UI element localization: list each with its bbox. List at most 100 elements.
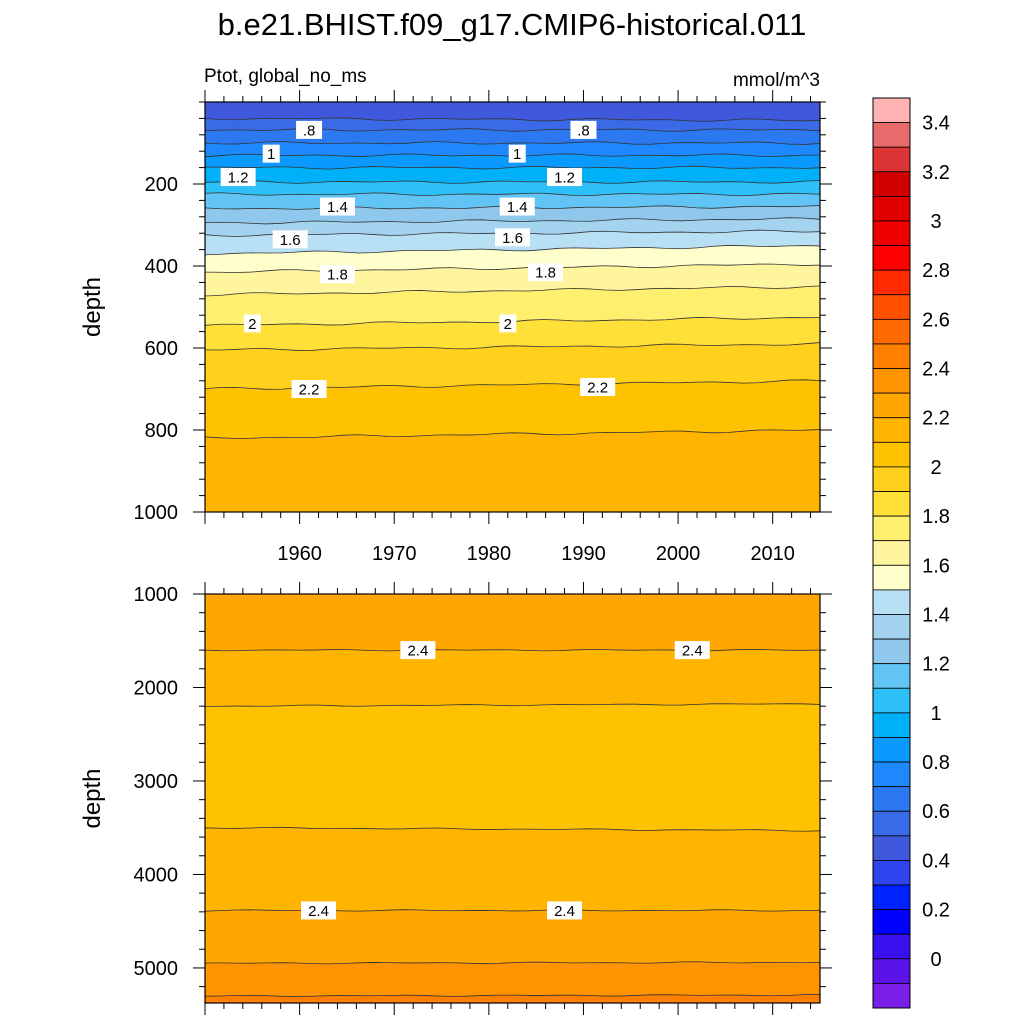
contour-band bbox=[205, 961, 820, 997]
contour-band bbox=[205, 827, 820, 912]
contour-band bbox=[205, 117, 820, 132]
contour-band bbox=[205, 429, 820, 512]
colorbar-label: 1.2 bbox=[922, 654, 950, 676]
contour-label: 1.8 bbox=[535, 265, 556, 282]
colorbar-swatch bbox=[872, 687, 911, 714]
x-tick-label: 2000 bbox=[656, 543, 701, 565]
contour-band bbox=[205, 649, 820, 707]
contour-line bbox=[205, 117, 820, 122]
colorbar-swatch bbox=[872, 195, 911, 222]
contour-band bbox=[205, 379, 820, 439]
colorbar-swatch bbox=[872, 983, 911, 1009]
colorbar-swatch bbox=[872, 638, 911, 665]
contour-band bbox=[205, 317, 820, 351]
contour-line bbox=[205, 961, 820, 965]
colorbar-swatch bbox=[872, 860, 911, 886]
chart-title: b.e21.BHIST.f09_g17.CMIP6-historical.011 bbox=[218, 7, 807, 42]
contour-band bbox=[205, 180, 820, 196]
contour-line bbox=[205, 165, 820, 170]
y-tick-label: 600 bbox=[145, 338, 178, 360]
colorbar-label: 1.4 bbox=[922, 604, 950, 626]
y-axis-label: depth bbox=[79, 277, 106, 337]
contour-label: 2.2 bbox=[587, 379, 608, 396]
contour-label-box bbox=[272, 230, 308, 249]
colorbar-label: 2.6 bbox=[922, 309, 950, 331]
contour-label-box bbox=[495, 228, 530, 247]
colorbar-label: 0.6 bbox=[922, 801, 950, 823]
contour-label: .8 bbox=[577, 122, 590, 139]
contour-line bbox=[205, 141, 820, 145]
contour-band bbox=[205, 128, 820, 145]
colorbar-label: 1.6 bbox=[922, 555, 950, 577]
contour-line bbox=[205, 826, 820, 832]
colorbar-swatch bbox=[872, 564, 911, 591]
contour-line bbox=[205, 285, 820, 297]
contour-label-box bbox=[319, 265, 355, 284]
colorbar-swatch bbox=[872, 810, 911, 837]
contour-label-box bbox=[547, 168, 583, 187]
colorbar-swatch bbox=[872, 835, 911, 861]
contour-label: 1.6 bbox=[502, 230, 523, 247]
colorbar-label: 1 bbox=[930, 703, 941, 725]
plot-frame bbox=[204, 593, 821, 1004]
contour-line bbox=[205, 993, 820, 997]
contour-label-box bbox=[570, 120, 597, 139]
contour-label-box bbox=[580, 377, 616, 396]
colorbar-swatch bbox=[872, 343, 911, 369]
contour-line bbox=[205, 192, 820, 197]
y-tick-label: 4000 bbox=[134, 864, 179, 886]
contour-label-box bbox=[674, 641, 710, 660]
contour-label-box bbox=[499, 197, 535, 216]
y-tick-label: 800 bbox=[145, 420, 178, 442]
x-tick-label: 1960 bbox=[277, 543, 322, 565]
colorbar-swatch bbox=[872, 417, 911, 443]
colorbar-label: 3.2 bbox=[922, 162, 950, 184]
colorbar-swatch bbox=[872, 884, 911, 911]
contour-label: 1.2 bbox=[554, 170, 575, 187]
contour-label: .8 bbox=[303, 122, 316, 139]
contour-label: 2.4 bbox=[407, 643, 428, 660]
colorbar-swatch bbox=[872, 294, 911, 320]
contour-label: 2 bbox=[504, 316, 512, 333]
colorbar-swatch bbox=[872, 220, 911, 246]
y-tick-label: 200 bbox=[145, 174, 178, 196]
colorbar-swatch bbox=[872, 958, 911, 984]
colorbar-swatch bbox=[872, 392, 911, 419]
colorbar-swatch bbox=[872, 441, 911, 468]
contour-line bbox=[205, 263, 820, 273]
contour-label: 1.8 bbox=[327, 267, 348, 284]
contour-label: 2.4 bbox=[682, 643, 703, 660]
colorbar-swatch bbox=[872, 540, 911, 566]
x-tick-label: 1970 bbox=[372, 543, 417, 565]
y-tick-label: 2000 bbox=[134, 677, 179, 699]
contour-label: 1.6 bbox=[280, 232, 301, 249]
x-tick-label: 2010 bbox=[750, 543, 795, 565]
contour-line bbox=[205, 180, 820, 184]
colorbar-label: 3.4 bbox=[922, 113, 950, 135]
colorbar-swatch bbox=[872, 712, 911, 738]
colorbar-swatch bbox=[872, 614, 911, 640]
colorbar-swatch bbox=[872, 269, 911, 296]
colorbar: 3.4 3.2 3 2.8 2.6 2.4 2.2 2 1.8 1.6 1.4 1.2 1 0.8 0.6 0… bbox=[872, 97, 950, 1009]
y-tick-label: 1000 bbox=[134, 584, 179, 606]
contour-label: 1.2 bbox=[228, 170, 249, 187]
colorbar-label: 2.2 bbox=[922, 408, 950, 430]
colorbar-label: 0.8 bbox=[922, 752, 950, 774]
colorbar-label: 0.2 bbox=[922, 900, 950, 922]
y-tick-label: 1000 bbox=[134, 502, 179, 524]
contour-label: 1 bbox=[513, 146, 521, 163]
colorbar-label: 1.8 bbox=[922, 506, 950, 528]
y-axis-label: depth bbox=[79, 768, 106, 828]
contour-band bbox=[205, 285, 820, 326]
contour-band bbox=[205, 245, 820, 273]
y-tick-label: 5000 bbox=[134, 958, 179, 980]
colorbar-swatch bbox=[872, 97, 911, 123]
contour-label-box bbox=[547, 901, 583, 920]
contour-band bbox=[205, 342, 820, 390]
contour-label: 1.4 bbox=[327, 199, 348, 216]
contour-label-box bbox=[400, 641, 436, 660]
contour-label-box bbox=[528, 263, 564, 282]
colorbar-swatch bbox=[872, 663, 911, 689]
colorbar-swatch bbox=[872, 146, 911, 173]
x-tick-label: 1980 bbox=[467, 543, 512, 565]
